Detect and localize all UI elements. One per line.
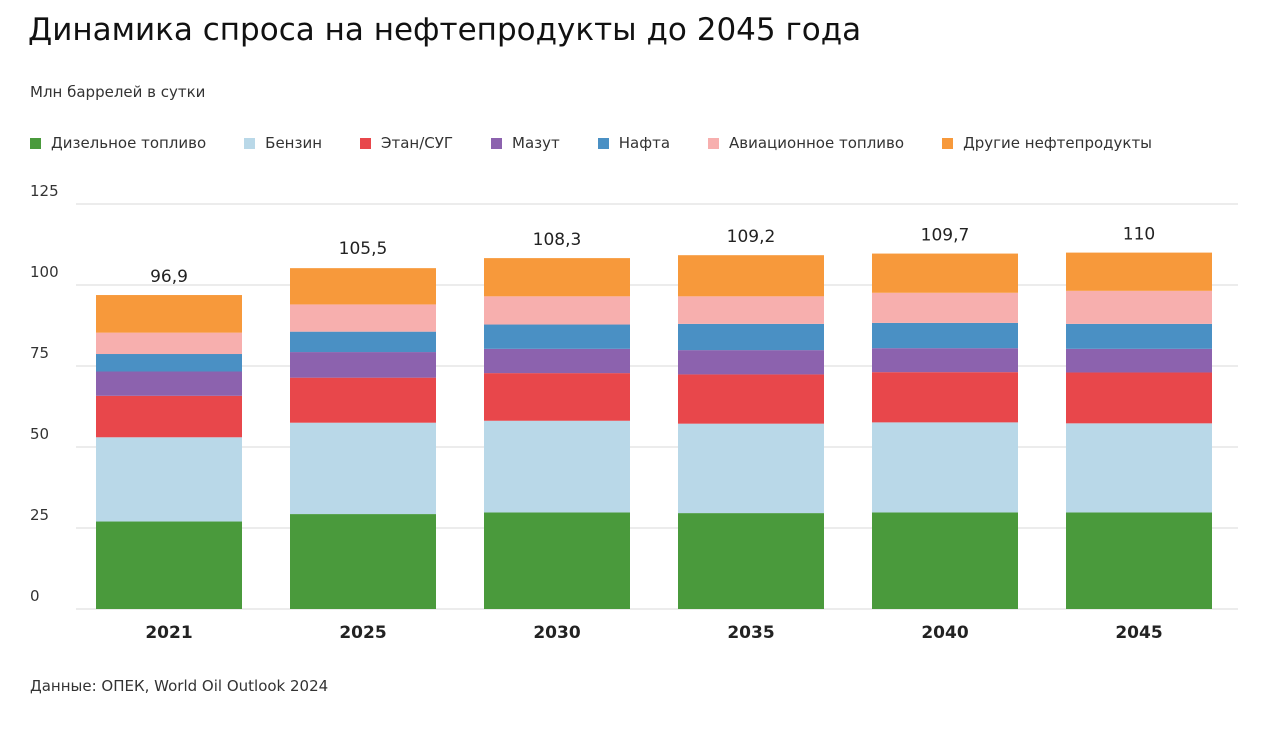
bar-total-label: 108,3 — [533, 230, 582, 250]
y-tick-label: 125 — [30, 182, 59, 200]
bar-segment — [1066, 323, 1212, 349]
legend-item: Нафта — [597, 134, 671, 152]
legend-swatch — [597, 137, 609, 149]
legend-swatch — [491, 137, 503, 149]
bar-total-label: 109,2 — [727, 227, 776, 247]
bar-segment — [872, 372, 1018, 423]
bar-total-label: 110 — [1123, 225, 1155, 245]
legend-swatch — [244, 137, 256, 149]
bar-segment — [96, 332, 242, 355]
x-tick-label: 2040 — [921, 623, 968, 643]
bar-segment — [872, 348, 1018, 373]
legend-item: Этан/СУГ — [360, 134, 453, 152]
bar-segment — [484, 420, 630, 513]
legend-label: Авиационное топливо — [729, 134, 905, 152]
bar-total-label: 105,5 — [339, 239, 388, 259]
x-tick-label: 2025 — [339, 623, 386, 643]
x-tick-label: 2030 — [533, 623, 580, 643]
bar-segment — [96, 354, 242, 372]
bar-segment — [1066, 512, 1212, 609]
legend-label: Бензин — [265, 134, 323, 152]
bar-segment — [1066, 290, 1212, 324]
bar-total-label: 109,7 — [921, 226, 970, 246]
bar-segment — [484, 258, 630, 297]
data-source-note: Данные: ОПЕК, World Oil Outlook 2024 — [30, 677, 329, 695]
bar-segment — [484, 512, 630, 609]
chart-title: Динамика спроса на нефтепродукты до 2045… — [28, 12, 862, 48]
x-tick-label: 2021 — [145, 623, 192, 643]
bar-segment — [96, 437, 242, 522]
bar-segment — [678, 296, 824, 324]
bar-segment — [1066, 423, 1212, 513]
bar-segment — [96, 521, 242, 609]
legend-swatch — [360, 137, 372, 149]
bar-segment — [678, 513, 824, 609]
bar-segment — [872, 253, 1018, 293]
bar-segment — [678, 374, 824, 424]
bar-segment — [290, 304, 436, 332]
y-tick-label: 25 — [30, 506, 49, 524]
bar-segment — [484, 373, 630, 421]
bar-segment — [678, 423, 824, 514]
legend-label: Этан/СУГ — [381, 134, 454, 152]
bar-segment — [290, 514, 436, 609]
bar-segment — [290, 377, 436, 423]
legend-swatch — [708, 137, 720, 149]
legend-item: Бензин — [244, 134, 322, 152]
bar-segment — [678, 255, 824, 297]
bar-segment — [872, 422, 1018, 513]
legend-swatch — [30, 137, 41, 149]
legend-item: Авиационное топливо — [708, 134, 904, 152]
bar-segment — [290, 331, 436, 353]
bar-segment — [872, 512, 1018, 609]
bar-segment — [1066, 252, 1212, 291]
bar-segment — [484, 296, 630, 325]
bar-segment — [96, 395, 242, 438]
bar-segment — [872, 322, 1018, 349]
legend-swatch — [942, 137, 954, 149]
bar-segment — [290, 422, 436, 515]
legend-label: Мазут — [512, 134, 560, 152]
y-units-label: Млн баррелей в сутки — [30, 83, 206, 101]
legend-label: Нафта — [618, 134, 671, 152]
bar-segment — [484, 348, 630, 374]
bar-segment — [96, 371, 242, 396]
bar-segment — [1066, 372, 1212, 424]
legend-item: Дизельное топливо — [30, 134, 206, 152]
x-tick-label: 2035 — [727, 623, 774, 643]
y-tick-label: 75 — [30, 344, 49, 362]
legend-item: Мазут — [491, 134, 560, 152]
bar-segment — [872, 292, 1018, 323]
legend-item: Другие нефтепродукты — [942, 134, 1152, 152]
y-tick-label: 50 — [30, 425, 49, 443]
bar-total-label: 96,9 — [150, 267, 188, 287]
bar-segment — [678, 350, 824, 375]
bar-segment — [290, 268, 436, 305]
bar-segment — [290, 352, 436, 378]
bar-segment — [1066, 348, 1212, 373]
y-tick-label: 0 — [30, 587, 40, 605]
legend-label: Другие нефтепродукты — [963, 134, 1153, 152]
y-tick-label: 100 — [30, 263, 59, 281]
bar-segment — [484, 324, 630, 349]
x-tick-label: 2045 — [1115, 623, 1162, 643]
bar-segment — [96, 295, 242, 333]
legend: Дизельное топливо Бензин Этан/СУГ Мазут Нафт… — [30, 134, 1190, 152]
bar-segment — [678, 323, 824, 351]
legend-label: Дизельное топливо — [51, 134, 207, 152]
